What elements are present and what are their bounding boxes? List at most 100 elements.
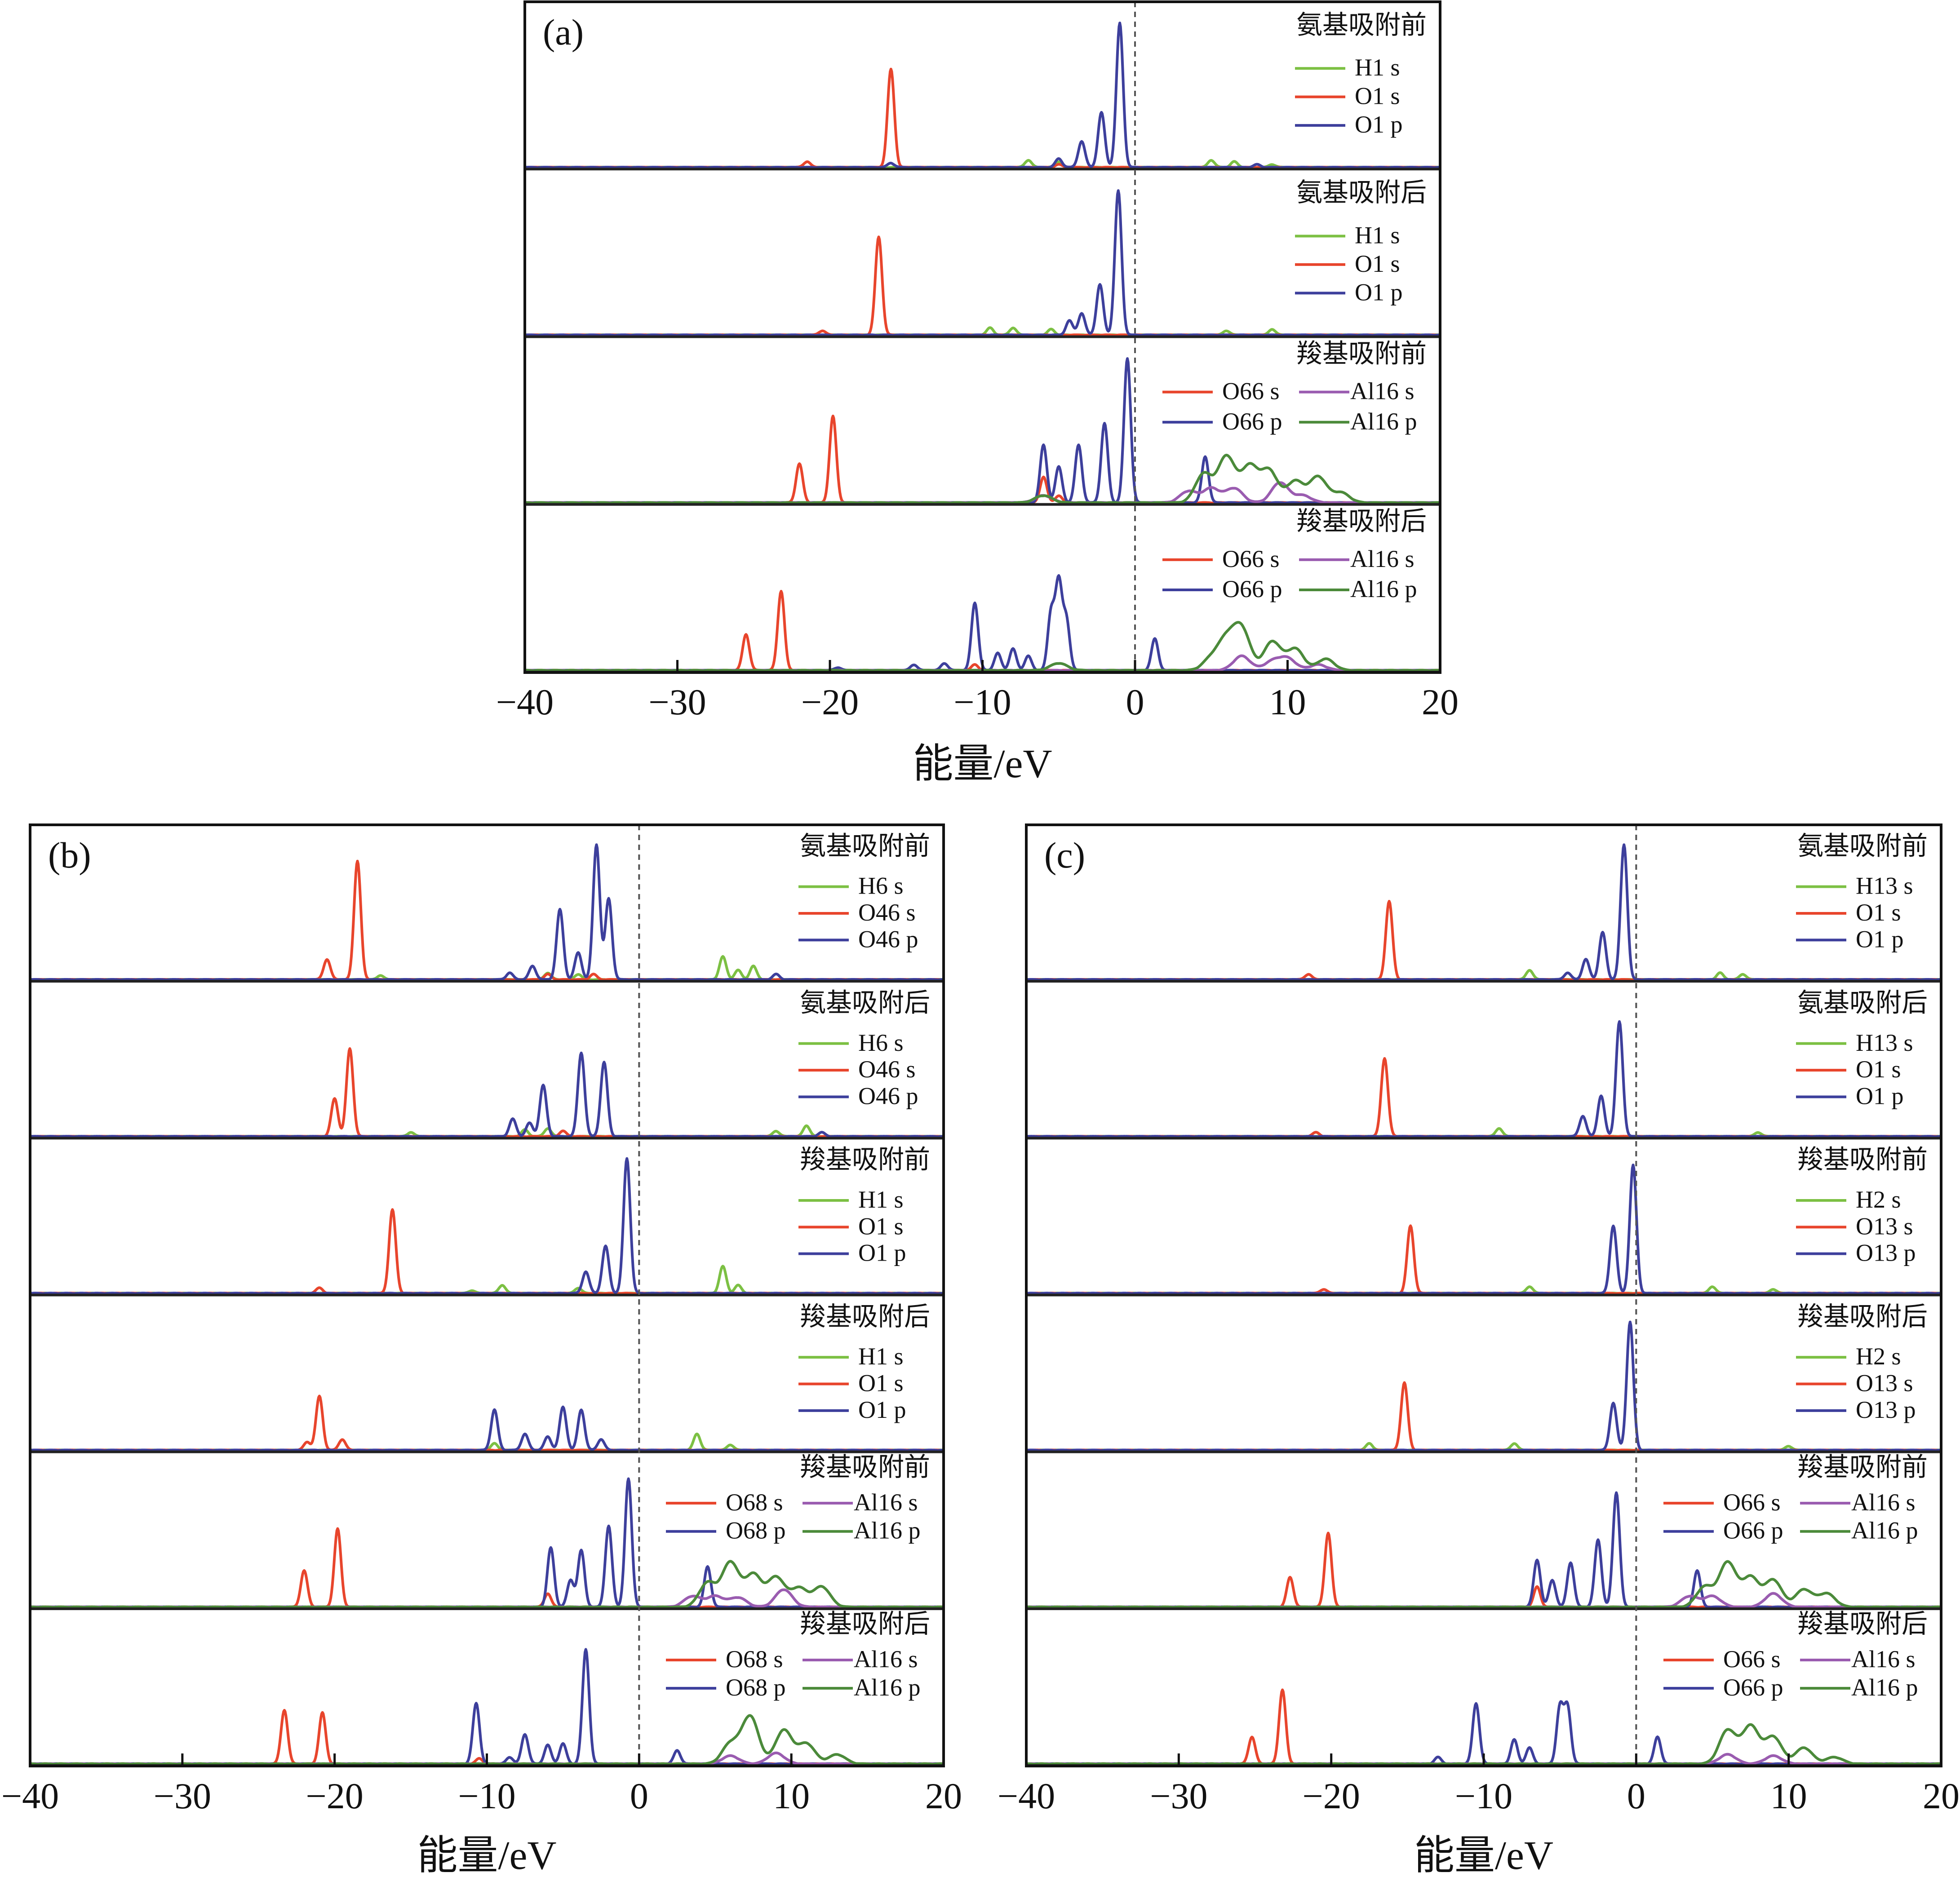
subplot-title: 羧基吸附前 <box>1296 339 1427 368</box>
subplot-title: 氨基吸附后 <box>1797 988 1928 1018</box>
legend-label: O13 p <box>1856 1396 1916 1423</box>
legend-label: O1 p <box>1856 1083 1904 1110</box>
series-line-o1-p <box>29 1405 945 1452</box>
series-line-o66-p <box>524 357 1441 505</box>
legend-label: O46 s <box>858 899 916 926</box>
x-tick-label: −40 <box>496 682 554 722</box>
series-line-o46-s <box>29 859 945 982</box>
legend-label: O66 p <box>1723 1674 1783 1701</box>
subplot-title: 羧基吸附前 <box>1797 1145 1928 1174</box>
legend-label: O66 s <box>1222 545 1280 572</box>
subplot: 氨基吸附后 H13 sO1 sO1 p <box>1025 988 1942 1140</box>
legend-label: H1 s <box>1355 221 1400 248</box>
x-tick-label: −30 <box>1150 1775 1207 1816</box>
x-tick-label: 0 <box>1126 682 1144 722</box>
series-line-o1-s <box>524 235 1441 337</box>
subplot-title: 羧基吸附后 <box>800 1609 930 1638</box>
legend-label: O46 p <box>858 925 918 952</box>
subplot: 羧基吸附后 H1 sO1 sO1 p <box>29 1302 945 1453</box>
x-axis-label: 能量/eV <box>913 742 1052 786</box>
x-tick-label: −30 <box>648 682 706 722</box>
legend-label: H13 s <box>1856 1029 1913 1056</box>
x-tick-label: 20 <box>1422 682 1459 722</box>
subplot-title: 氨基吸附前 <box>1296 10 1427 40</box>
legend-label: Al16 p <box>854 1517 921 1544</box>
subplot-title: 羧基吸附前 <box>1797 1452 1928 1482</box>
subplot-title: 羧基吸附前 <box>800 1452 930 1482</box>
series-line-al16-s <box>524 481 1441 505</box>
legend-label: O1 s <box>1856 899 1901 926</box>
legend-label: O66 s <box>1723 1489 1781 1516</box>
series-line-h1-s <box>29 1265 945 1295</box>
x-tick-label: 10 <box>1770 1775 1807 1816</box>
subplot-title: 羧基吸附前 <box>800 1145 930 1174</box>
legend-label: H1 s <box>858 1343 904 1370</box>
subplot-title: 氨基吸附后 <box>1296 178 1427 207</box>
legend-label: O68 p <box>726 1517 786 1544</box>
x-tick-label: −30 <box>154 1775 211 1816</box>
legend-label: Al16 s <box>1851 1489 1916 1516</box>
series-line-o66-s <box>524 414 1441 505</box>
legend-label: O66 s <box>1723 1646 1781 1673</box>
legend-label: O66 p <box>1222 408 1282 435</box>
subplot-title: 羧基吸附后 <box>1296 507 1427 536</box>
series-line-al16-s <box>29 1588 945 1609</box>
legend-label: Al16 s <box>854 1489 918 1516</box>
legend-label: Al16 p <box>1851 1674 1918 1701</box>
legend-label: O1 s <box>1355 83 1400 110</box>
subplot-title: 氨基吸附后 <box>800 988 930 1018</box>
series-line-al16-s <box>1025 1592 1942 1609</box>
legend-label: O1 p <box>858 1396 906 1423</box>
legend-label: Al16 p <box>854 1674 921 1701</box>
panel-label: (b) <box>48 835 91 876</box>
legend-label: O68 p <box>726 1674 786 1701</box>
series-line-o68-p <box>29 1648 945 1766</box>
series-line-o66-s <box>1025 1532 1942 1609</box>
series-line-o68-s <box>29 1527 945 1609</box>
legend-label: O1 s <box>1856 1056 1901 1083</box>
x-tick-label: 10 <box>1269 682 1306 722</box>
legend-label: Al16 p <box>1350 408 1417 435</box>
series-line-o13-p <box>1025 1320 1942 1452</box>
subplot-title: 羧基吸附后 <box>800 1302 930 1331</box>
x-tick-label: 0 <box>630 1775 648 1816</box>
series-line-o46-s <box>29 1047 945 1138</box>
series-line-o46-p <box>29 1051 945 1138</box>
series-line-o13-p <box>1025 1164 1942 1295</box>
x-tick-label: −10 <box>1455 1775 1512 1816</box>
subplot-title: 羧基吸附后 <box>1797 1302 1928 1331</box>
legend-label: O1 s <box>858 1369 904 1396</box>
x-tick-label: −20 <box>801 682 859 722</box>
legend-label: Al16 p <box>1350 575 1417 602</box>
subplot: 羧基吸附前 H1 sO1 sO1 p <box>29 1145 945 1297</box>
legend-label: Al16 s <box>854 1646 918 1673</box>
subplot-title: 氨基吸附前 <box>1797 831 1928 860</box>
legend-label: O66 p <box>1723 1517 1783 1544</box>
legend-label: O1 p <box>1856 925 1904 952</box>
x-tick-label: −40 <box>998 1775 1055 1816</box>
legend-label: H2 s <box>1856 1186 1901 1213</box>
legend-label: H1 s <box>858 1186 904 1213</box>
x-tick-label: 0 <box>1627 1775 1645 1816</box>
legend-label: O66 s <box>1222 378 1280 405</box>
x-tick-label: −20 <box>1303 1775 1360 1816</box>
legend-label: O46 p <box>858 1083 918 1110</box>
series-line-al16-p <box>29 1560 945 1609</box>
legend-label: O1 p <box>1355 279 1403 305</box>
legend-label: O13 s <box>1856 1369 1913 1396</box>
legend-label: H2 s <box>1856 1343 1901 1370</box>
legend-label: H6 s <box>858 1029 904 1056</box>
legend-label: Al16 s <box>1350 545 1415 572</box>
subplot: 氨基吸附前 H1 sO1 sO1 p <box>524 10 1441 171</box>
panel-label: (a) <box>543 12 584 53</box>
series-line-o13-s <box>1025 1224 1942 1295</box>
